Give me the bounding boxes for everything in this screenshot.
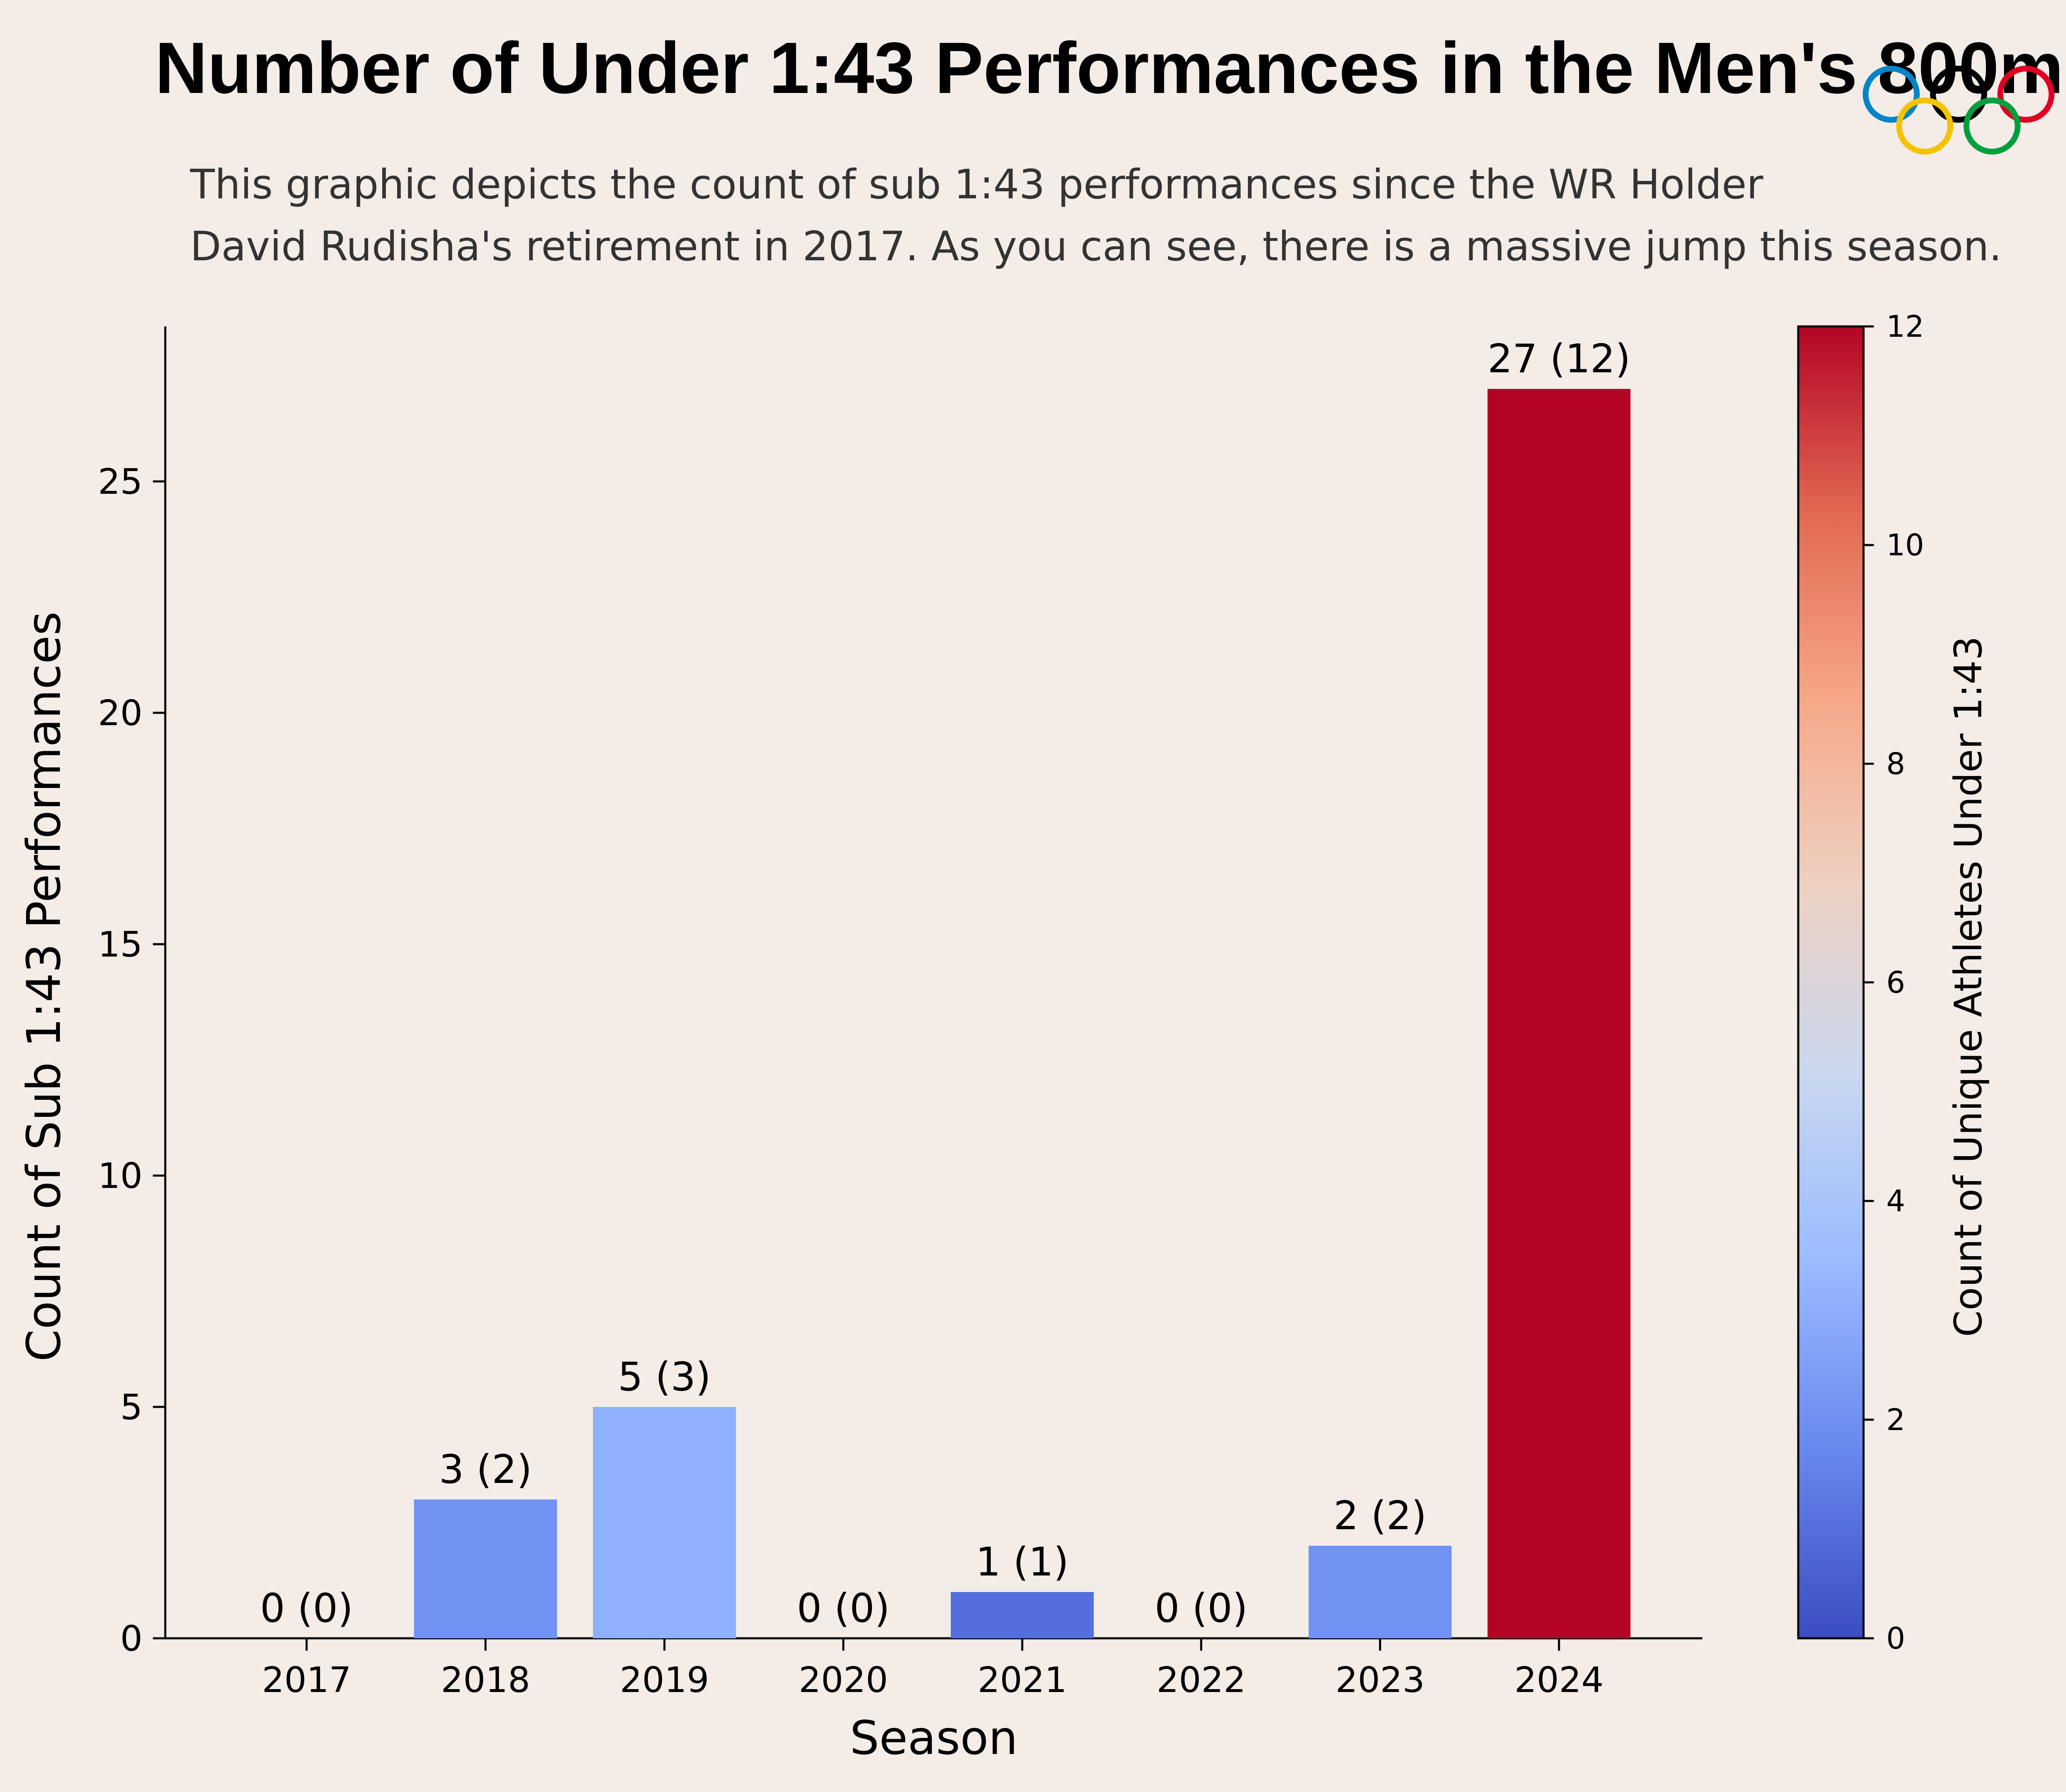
x-axis-label: Season [850,1711,1018,1765]
colorbar-tick-label: 2 [1886,1402,1905,1437]
colorbar-gradient [1797,325,1865,1640]
bar [414,1499,557,1638]
colorbar: 0 2 4 6 8 10 12 Count of Unique Athletes Under … [1797,309,1990,1656]
x-tick-label: 2020 [799,1660,888,1701]
chart-subtitle-line-2: David Rudisha's retirement in 2017. As y… [190,223,2002,270]
y-tick-label: 10 [98,1156,143,1197]
bar-value-label: 0 (0) [797,1586,890,1631]
bar [593,1407,736,1638]
x-tick-label: 2017 [262,1660,351,1701]
y-tick-label: 15 [98,924,143,965]
colorbar-label: Count of Unique Athletes Under 1:43 [1946,636,1990,1337]
y-axis-label: Count of Sub 1:43 Performances [17,612,71,1362]
bar-value-label: 1 (1) [976,1540,1069,1585]
red-ring-icon [1997,66,2054,123]
green-ring-icon [1964,98,2021,155]
x-tick-label: 2024 [1514,1660,1604,1701]
black-ring-icon [1930,66,1987,123]
x-tick-label: 2019 [620,1660,709,1701]
x-tick-label: 2021 [978,1660,1067,1701]
bar [951,1592,1094,1638]
colorbar-tick-label: 8 [1886,746,1905,781]
y-tick-label: 5 [120,1387,143,1428]
chart-subtitle-line-1: This graphic depicts the count of sub 1:… [190,161,1764,208]
blue-ring-icon [1863,66,1920,123]
x-tick-label: 2023 [1335,1660,1425,1701]
bar-value-label: 2 (2) [1333,1493,1426,1539]
bar-value-label: 3 (2) [439,1447,532,1492]
y-tick-label: 20 [98,693,143,734]
olympic-rings-logo [1863,66,2054,155]
colorbar-tick-label: 6 [1886,965,1905,1000]
bar [1309,1546,1452,1638]
y-tick-label: 25 [98,462,143,502]
bar-value-label: 0 (0) [260,1586,353,1631]
yellow-ring-icon [1896,98,1953,155]
colorbar-tick-label: 0 [1886,1621,1905,1656]
bar-value-label: 27 (12) [1488,336,1630,382]
plot-area: 0 5 10 15 20 25 0 (0) 2017 3 (2) 2018 5 (3) 2019 0 (… [17,326,1702,1765]
x-tick-label: 2018 [441,1660,530,1701]
bar-value-label: 5 (3) [618,1354,711,1400]
x-tick-label: 2022 [1157,1660,1246,1701]
y-tick-label: 0 [120,1618,143,1659]
colorbar-tick-label: 12 [1886,309,1924,344]
chart-title: Number of Under 1:43 Performances in the… [155,28,2064,109]
colorbar-tick-label: 10 [1886,528,1924,562]
bar [1488,389,1630,1639]
bar-value-label: 0 (0) [1154,1586,1247,1631]
colorbar-tick-label: 4 [1886,1184,1905,1218]
